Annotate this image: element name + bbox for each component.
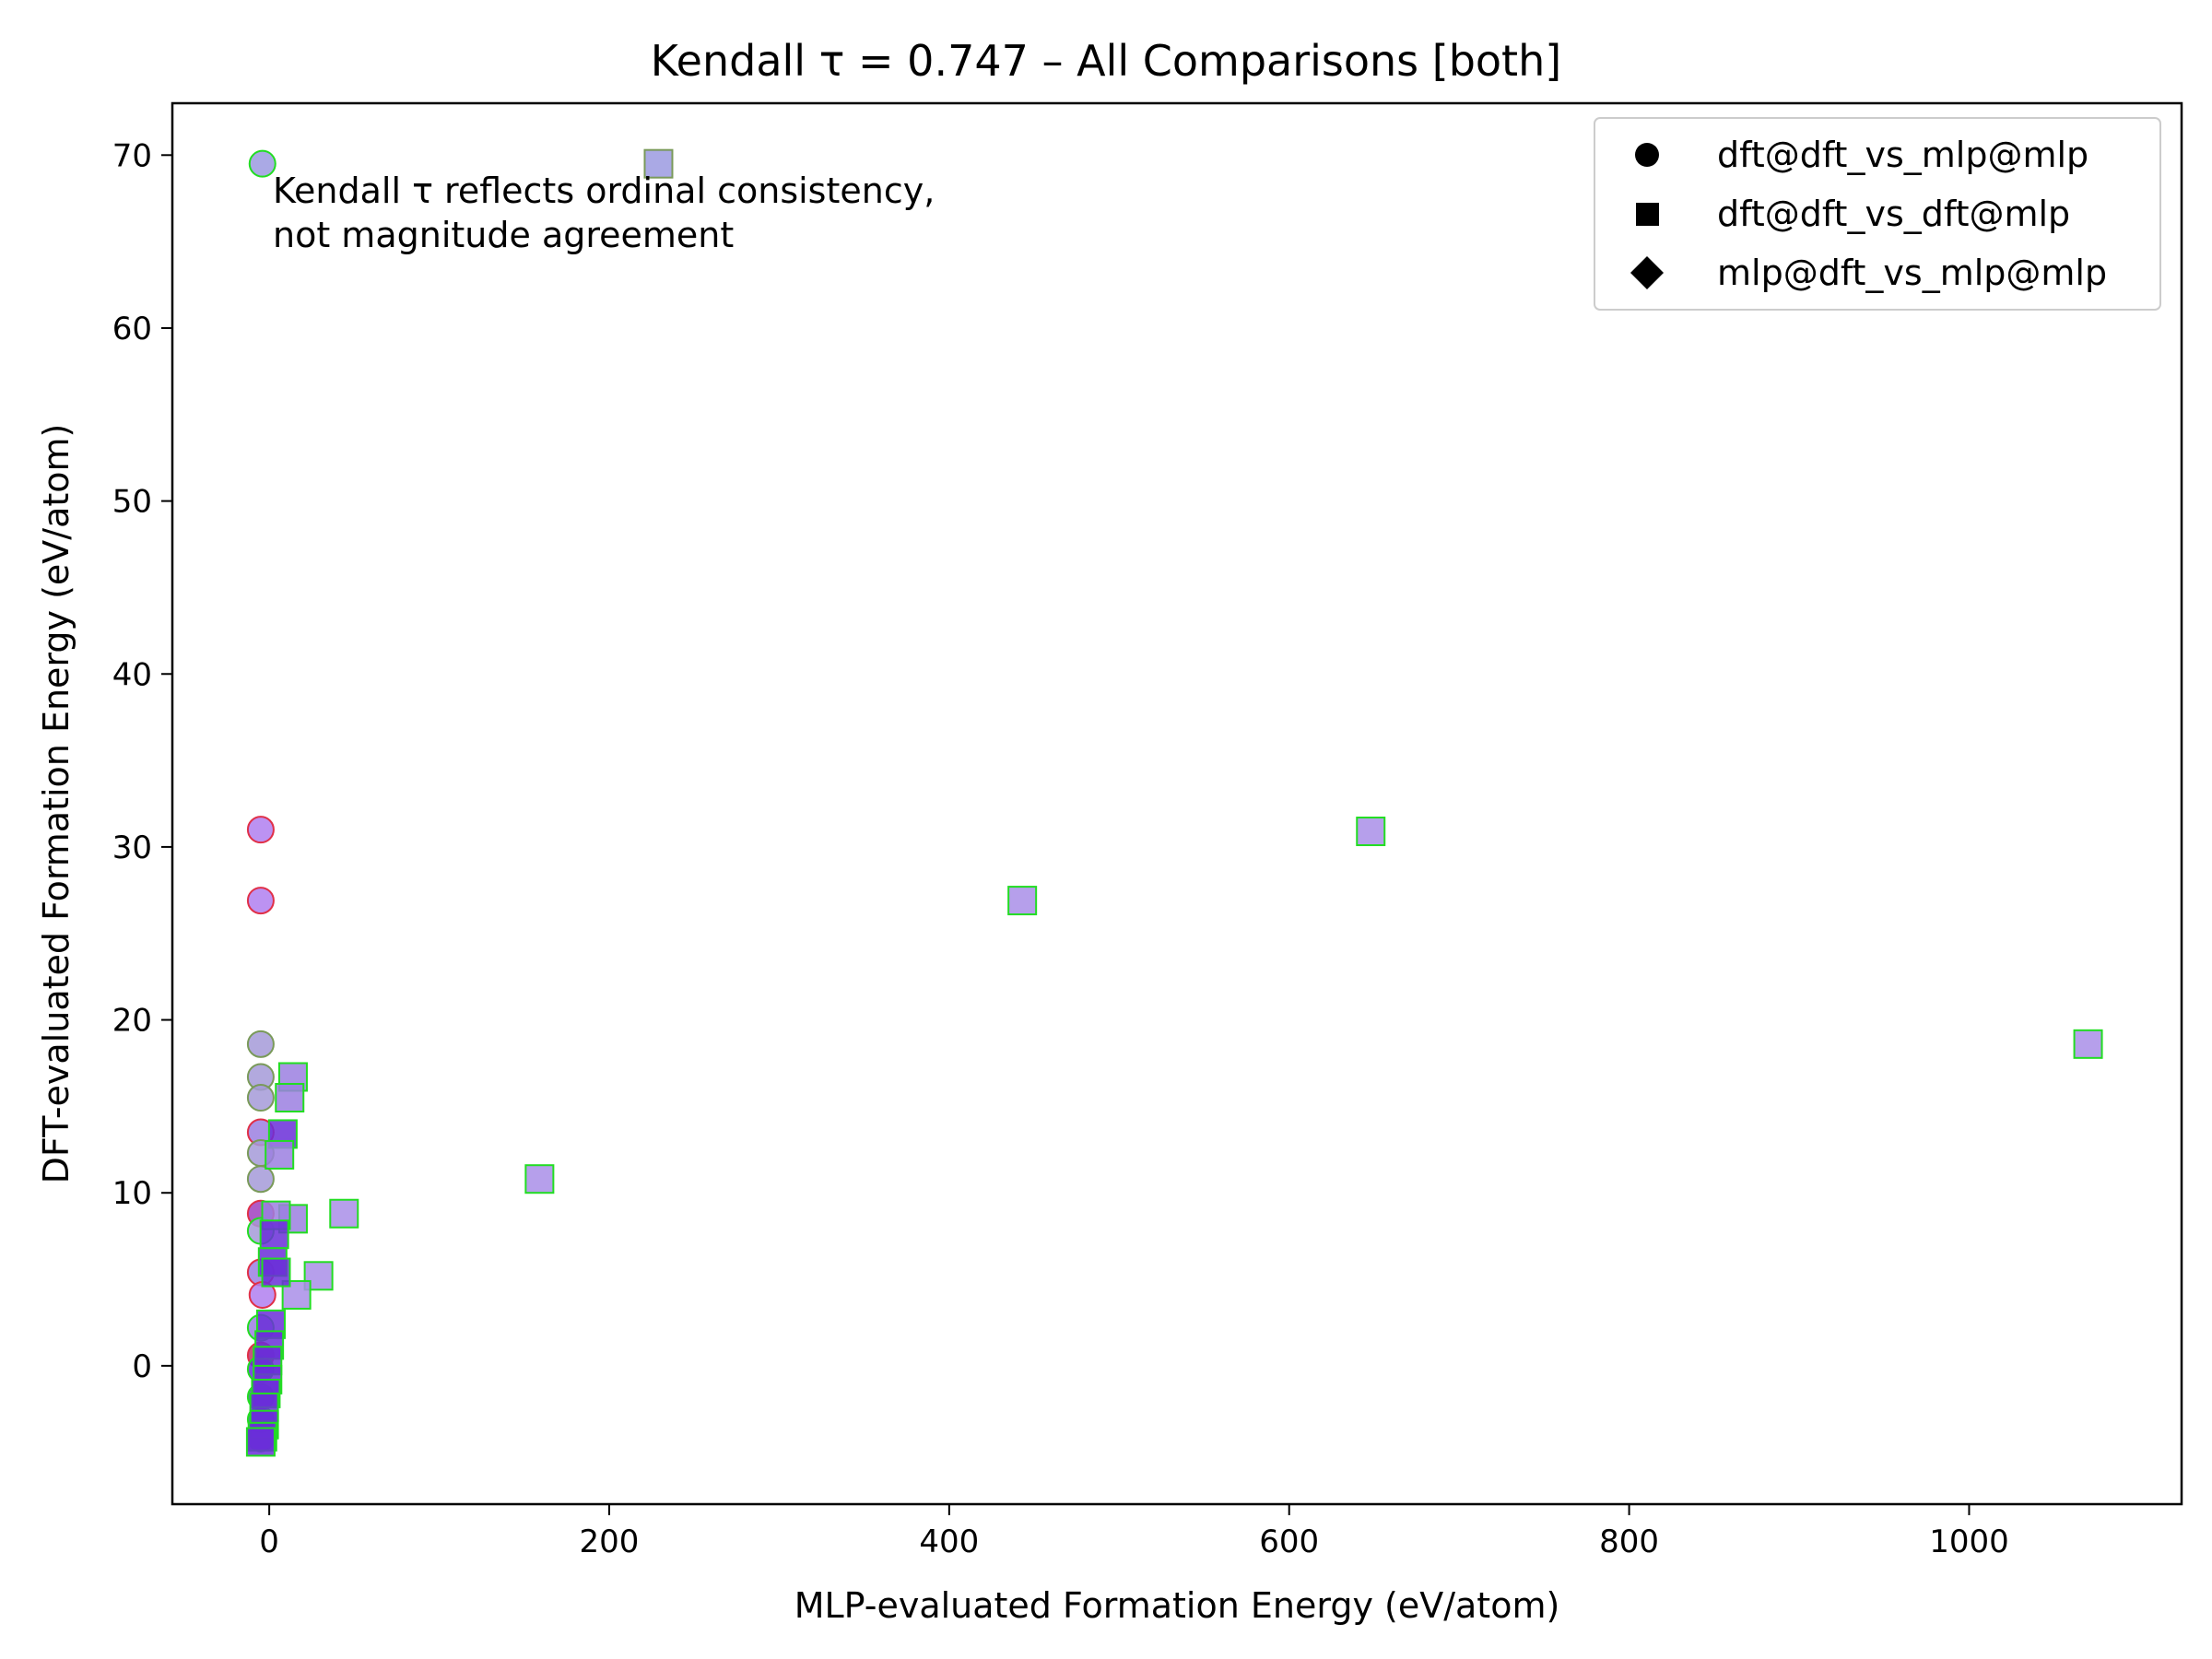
chart-title: Kendall τ = 0.747 – All Comparisons [bot… xyxy=(651,36,1561,86)
annotation-line-1: Kendall τ reflects ordinal consistency, xyxy=(273,171,935,211)
legend-circle-icon xyxy=(1635,143,1659,167)
data-point-square xyxy=(1007,886,1038,916)
data-point-square xyxy=(643,148,674,179)
data-point-square xyxy=(524,1164,555,1194)
y-tick-label: 70 xyxy=(112,137,152,174)
data-point-square xyxy=(261,1257,291,1288)
x-axis: 0 200 400 600 800 1000 xyxy=(259,1504,2009,1560)
legend-label-1: dft@dft_vs_mlp@mlp xyxy=(1717,135,2088,175)
y-tick-label: 0 xyxy=(132,1348,152,1385)
legend-label-3: mlp@dft_vs_mlp@mlp xyxy=(1717,253,2107,293)
x-tick-label: 800 xyxy=(1599,1524,1659,1560)
plot-frame xyxy=(171,101,2183,1506)
y-tick-label: 60 xyxy=(112,311,152,347)
y-tick-label: 20 xyxy=(112,1003,152,1040)
data-point-circle xyxy=(248,149,276,178)
legend-label-2: dft@dft_vs_dft@mlp xyxy=(1717,194,2070,234)
y-tick-label: 50 xyxy=(112,484,152,521)
x-tick-label: 1000 xyxy=(1929,1524,2009,1560)
legend-box xyxy=(1594,117,2161,311)
x-tick-label: 400 xyxy=(919,1524,979,1560)
points-layer xyxy=(245,148,2103,1457)
y-axis: 0 10 20 30 40 50 60 70 xyxy=(112,137,172,1385)
data-point-circle xyxy=(246,1165,275,1194)
data-point-square xyxy=(2073,1029,2103,1059)
y-axis-label: DFT-evaluated Formation Energy (eV/atom) xyxy=(36,424,76,1184)
legend: dft@dft_vs_mlp@mlp dft@dft_vs_dft@mlp ml… xyxy=(1594,117,2161,311)
x-tick-label: 200 xyxy=(580,1524,640,1560)
legend-diamond-icon xyxy=(1630,256,1664,289)
data-point-circle xyxy=(246,816,275,844)
y-tick-label: 10 xyxy=(112,1175,152,1212)
data-point-square xyxy=(245,1427,276,1457)
legend-square-icon xyxy=(1636,203,1659,226)
data-point-circle xyxy=(246,887,275,915)
data-point-circle xyxy=(246,1030,275,1058)
data-point-square xyxy=(1356,817,1386,847)
y-tick-label: 40 xyxy=(112,656,152,693)
data-point-square xyxy=(259,1219,289,1250)
data-point-square xyxy=(275,1083,305,1113)
y-tick-label: 30 xyxy=(112,830,152,866)
data-point-square xyxy=(265,1139,295,1170)
annotation-line-2: not magnitude agreement xyxy=(273,215,734,255)
x-tick-label: 600 xyxy=(1259,1524,1319,1560)
data-point-square xyxy=(329,1198,359,1229)
data-point-circle xyxy=(246,1084,275,1112)
x-tick-label: 0 xyxy=(259,1524,279,1560)
x-axis-label: MLP-evaluated Formation Energy (eV/atom) xyxy=(794,1585,1560,1626)
